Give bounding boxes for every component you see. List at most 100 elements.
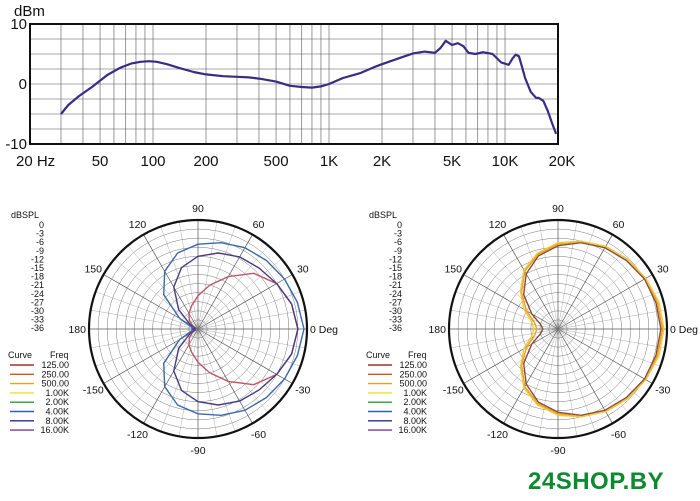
- polar-radial-tick: -30: [389, 306, 402, 316]
- polar-spoke: [538, 221, 559, 330]
- polar-spoke: [520, 328, 559, 432]
- polar-spoke: [557, 328, 661, 367]
- polar-angle-label: -120: [127, 429, 148, 441]
- legend-freq: 2.00K: [45, 397, 69, 407]
- polar-angle-label: 0 Deg: [670, 324, 698, 336]
- polar-spoke: [557, 328, 666, 349]
- polar-angle-label: -30: [295, 385, 310, 397]
- polar-spoke: [520, 226, 559, 330]
- legend-header-curve: Curve: [366, 350, 390, 360]
- legend-freq: 500.00: [41, 379, 69, 389]
- fr-y-tick-label: -10: [5, 136, 27, 153]
- polar-spoke: [557, 274, 653, 330]
- polar-radial-tick: -21: [389, 280, 402, 290]
- polar-spoke: [197, 226, 236, 330]
- polar-spoke: [557, 328, 613, 424]
- fr-x-tick-label: 1K: [320, 153, 338, 170]
- legend-freq: 125.00: [41, 360, 69, 370]
- polar-spoke: [557, 226, 596, 330]
- polar-spoke: [557, 328, 596, 432]
- polar-radial-tick: -9: [394, 246, 402, 256]
- polar-spoke: [557, 309, 666, 330]
- polar-radial-tick: -21: [31, 280, 44, 290]
- polar-spoke: [463, 274, 559, 330]
- polar-chart-left: 0 Deg306090120150180-150-120-90-60-30dBS…: [8, 203, 338, 457]
- legend-freq: 500.00: [399, 379, 427, 389]
- polar-spoke: [90, 328, 199, 349]
- legend-freq: 2.00K: [403, 397, 427, 407]
- fr-x-tick-label: 5K: [443, 153, 461, 170]
- polar-angle-label: 60: [613, 219, 625, 231]
- polar-spoke: [160, 226, 199, 330]
- fr-x-ticks: 20 Hz 50 100 200 500 1K 2K 5K 10K 20K: [16, 153, 575, 170]
- polar-radial-tick: -30: [31, 306, 44, 316]
- polar-radial-tick: -3: [36, 229, 44, 239]
- polar-radial-label: dBSPL: [369, 210, 397, 220]
- legend-freq: 250.00: [399, 369, 427, 379]
- legend-freq: 1.00K: [403, 388, 427, 398]
- polar-spoke: [557, 221, 578, 330]
- polar-spoke: [197, 234, 253, 330]
- fr-x-tick-label: 100: [141, 153, 166, 170]
- polar-spoke: [197, 328, 236, 432]
- polar-spoke: [95, 291, 199, 330]
- fr-x-tick-label: 20K: [549, 153, 576, 170]
- polar-radial-tick: -27: [389, 297, 402, 307]
- legend-freq: 16.00K: [398, 425, 427, 435]
- fr-x-tick-label: 50: [92, 153, 109, 170]
- polar-spoke: [474, 328, 559, 400]
- polar-spoke: [557, 328, 578, 437]
- polar-spoke: [557, 234, 613, 330]
- polar-angle-label: 90: [552, 203, 564, 215]
- polar-spoke: [474, 258, 559, 330]
- polar-spoke: [463, 328, 559, 384]
- fr-y-tick-label: 0: [19, 76, 27, 93]
- fr-y-tick-label: 10: [10, 16, 27, 33]
- polar-radial-tick: -27: [31, 297, 44, 307]
- polar-spoke: [127, 245, 199, 330]
- polar-spoke: [197, 328, 269, 413]
- fr-x-tick-label: 20 Hz: [16, 153, 55, 170]
- polar-angle-label: 120: [129, 219, 147, 231]
- legend-freq: 4.00K: [403, 407, 427, 417]
- polar-angle-label: 90: [192, 203, 204, 215]
- legend-freq: 250.00: [41, 369, 69, 379]
- polar-radial-tick: 0: [39, 220, 44, 230]
- polar-radial-tick: -3: [394, 229, 402, 239]
- polar-spoke: [557, 328, 642, 400]
- polar-angle-label: -120: [487, 429, 508, 441]
- polar-spoke: [160, 328, 199, 432]
- polar-angle-label: 60: [253, 219, 265, 231]
- fr-y-axis-label: dBm: [14, 3, 45, 20]
- legend-freq: 16.00K: [40, 425, 69, 435]
- polar-angle-label: 120: [489, 219, 507, 231]
- polar-radial-tick: -6: [394, 237, 402, 247]
- polar-spoke: [197, 245, 269, 330]
- polar-spoke: [197, 328, 301, 367]
- polar-spoke: [90, 309, 199, 330]
- polar-radial-tick: -12: [389, 254, 402, 264]
- frequency-response-chart: dBm 100-10 20 Hz 50 100 200 500 1K 2K 5K 10K 20K: [5, 3, 575, 170]
- polar-spoke: [455, 291, 559, 330]
- polar-angle-label: 0 Deg: [310, 324, 338, 336]
- polar-spoke: [557, 291, 661, 330]
- polar-series-curve: [163, 242, 305, 416]
- polar-radial-tick: -24: [389, 289, 402, 299]
- fr-x-tick-label: 200: [193, 153, 218, 170]
- polar-radial-tick: -12: [31, 254, 44, 264]
- polar-spoke: [557, 328, 653, 384]
- legend-header-freq: Freq: [408, 350, 427, 360]
- legend-freq: 8.00K: [403, 416, 427, 426]
- polar-spoke: [197, 221, 218, 330]
- polar-angle-label: -30: [655, 385, 670, 397]
- legend-freq: 4.00K: [45, 407, 69, 417]
- legend-freq: 8.00K: [45, 416, 69, 426]
- polar-spoke: [503, 328, 559, 424]
- polar-angle-label: 180: [428, 324, 446, 336]
- polar-angle-label: -150: [443, 385, 464, 397]
- polar-spoke: [197, 328, 253, 424]
- polar-spoke: [503, 234, 559, 330]
- polar-spoke: [538, 328, 559, 437]
- polar-spoke: [455, 328, 559, 367]
